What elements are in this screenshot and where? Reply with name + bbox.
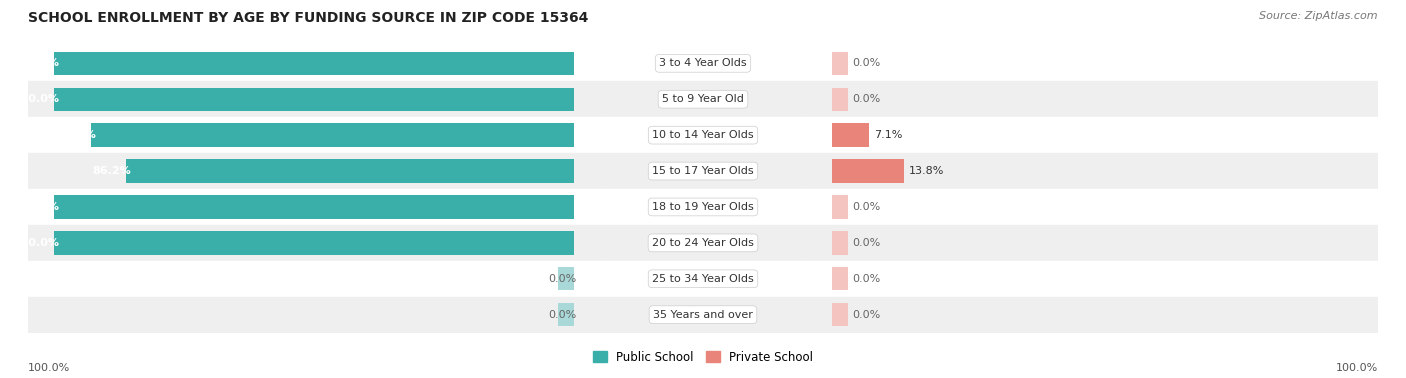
Bar: [53, 88, 574, 111]
Bar: [28, 153, 600, 189]
Bar: [600, 189, 806, 225]
Bar: [558, 267, 574, 290]
Bar: [28, 117, 600, 153]
Bar: [600, 81, 806, 117]
Bar: [806, 261, 1378, 297]
Bar: [53, 231, 574, 254]
Bar: [600, 117, 806, 153]
Bar: [28, 45, 600, 81]
Text: 20 to 24 Year Olds: 20 to 24 Year Olds: [652, 238, 754, 248]
Text: 35 Years and over: 35 Years and over: [652, 310, 754, 320]
Text: 0.0%: 0.0%: [853, 238, 882, 248]
Bar: [832, 303, 848, 326]
Text: 0.0%: 0.0%: [853, 310, 882, 320]
Text: 0.0%: 0.0%: [853, 94, 882, 104]
Bar: [28, 189, 600, 225]
Text: 0.0%: 0.0%: [548, 274, 576, 284]
Bar: [28, 81, 600, 117]
Text: 86.2%: 86.2%: [93, 166, 131, 176]
Bar: [806, 153, 1378, 189]
Bar: [806, 297, 1378, 333]
Bar: [832, 267, 848, 290]
Bar: [600, 297, 806, 333]
Bar: [832, 195, 848, 218]
Bar: [127, 160, 574, 183]
Bar: [806, 117, 1378, 153]
Bar: [806, 189, 1378, 225]
Bar: [600, 45, 806, 81]
Text: 100.0%: 100.0%: [13, 238, 59, 248]
Text: 0.0%: 0.0%: [853, 58, 882, 68]
Bar: [832, 52, 848, 75]
Text: 100.0%: 100.0%: [28, 363, 70, 373]
Text: 13.8%: 13.8%: [908, 166, 945, 176]
Text: 100.0%: 100.0%: [1336, 363, 1378, 373]
Text: 100.0%: 100.0%: [13, 94, 59, 104]
Bar: [806, 225, 1378, 261]
Legend: Public School, Private School: Public School, Private School: [588, 346, 818, 368]
Text: 15 to 17 Year Olds: 15 to 17 Year Olds: [652, 166, 754, 176]
Text: 18 to 19 Year Olds: 18 to 19 Year Olds: [652, 202, 754, 212]
Text: 25 to 34 Year Olds: 25 to 34 Year Olds: [652, 274, 754, 284]
Text: 0.0%: 0.0%: [548, 310, 576, 320]
Bar: [53, 52, 574, 75]
Text: 7.1%: 7.1%: [875, 130, 903, 140]
Text: 10 to 14 Year Olds: 10 to 14 Year Olds: [652, 130, 754, 140]
Bar: [53, 195, 574, 218]
Bar: [28, 297, 600, 333]
Bar: [600, 225, 806, 261]
Bar: [806, 45, 1378, 81]
Bar: [832, 160, 904, 183]
Bar: [832, 231, 848, 254]
Bar: [832, 88, 848, 111]
Bar: [806, 81, 1378, 117]
Text: 0.0%: 0.0%: [853, 202, 882, 212]
Bar: [28, 261, 600, 297]
Text: 100.0%: 100.0%: [13, 202, 59, 212]
Text: 5 to 9 Year Old: 5 to 9 Year Old: [662, 94, 744, 104]
Text: 0.0%: 0.0%: [853, 274, 882, 284]
Bar: [558, 303, 574, 326]
Bar: [28, 225, 600, 261]
Text: 100.0%: 100.0%: [13, 58, 59, 68]
Text: SCHOOL ENROLLMENT BY AGE BY FUNDING SOURCE IN ZIP CODE 15364: SCHOOL ENROLLMENT BY AGE BY FUNDING SOUR…: [28, 11, 589, 25]
Bar: [91, 124, 574, 147]
Text: 3 to 4 Year Olds: 3 to 4 Year Olds: [659, 58, 747, 68]
Bar: [600, 261, 806, 297]
Text: Source: ZipAtlas.com: Source: ZipAtlas.com: [1260, 11, 1378, 21]
Bar: [832, 124, 869, 147]
Bar: [600, 153, 806, 189]
Text: 92.9%: 92.9%: [58, 130, 96, 140]
